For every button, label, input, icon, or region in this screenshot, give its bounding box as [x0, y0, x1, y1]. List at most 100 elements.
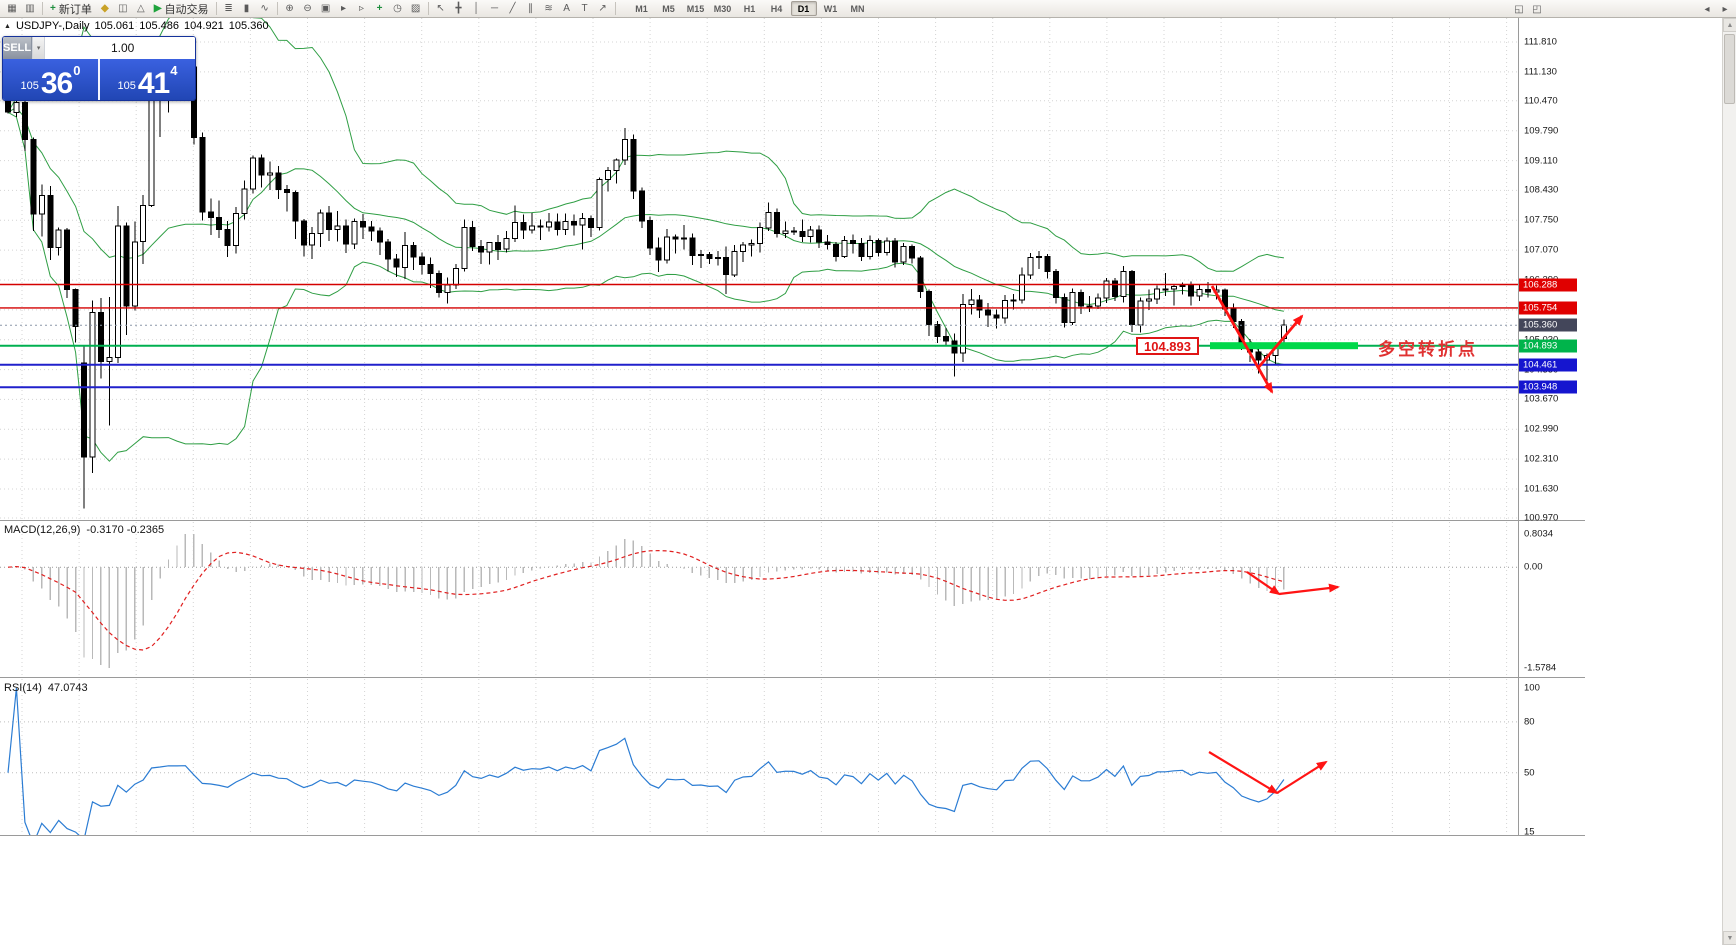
timeframe-m15-button[interactable]: M15 [683, 1, 709, 16]
rsi-axis-label: 80 [1524, 716, 1535, 728]
horizontal-line-icon[interactable]: ─ [486, 1, 504, 17]
auto-scroll-icon[interactable]: ▸ [335, 1, 353, 17]
rsi-indicator-chart[interactable] [0, 679, 1518, 835]
timeframe-h4-button[interactable]: H4 [764, 1, 790, 16]
chart-info-line: ▲ USDJPY-,Daily 105.061 105.486 104.921 … [4, 20, 269, 32]
profiles-icon[interactable]: ▥ [21, 1, 39, 17]
price-tick-label: 109.110 [1524, 155, 1558, 167]
toolbar-separator [614, 2, 616, 15]
navigator-icon[interactable]: △ [132, 1, 150, 17]
trade-panel-toggle-icon[interactable]: ▲ [4, 22, 11, 30]
sell-price-display[interactable]: 105 36 0 [3, 59, 98, 100]
new-chart-icon[interactable]: ▦ [3, 1, 21, 17]
window-separator[interactable] [0, 677, 1585, 678]
metaeditor-icon[interactable]: ◆ [96, 1, 114, 17]
chart-title: USDJPY-,Daily [15, 20, 90, 32]
toolbar-scroll-right-icon[interactable]: ▸ [1716, 1, 1734, 17]
timeframe-m5-button[interactable]: M5 [656, 1, 682, 16]
price-tick-label: 107.070 [1524, 244, 1559, 256]
candlestick-series [5, 46, 1287, 509]
price-level-badge: 106.288 [1519, 278, 1577, 291]
toolbar-overflow-icons: ◂ ▸ [1698, 1, 1734, 17]
auto-scroll-icon: ▸ [341, 3, 347, 14]
rsi-value: 47.0743 [47, 682, 88, 694]
timeframe-mn-button[interactable]: MN [845, 1, 871, 16]
rsi-axis-label: 50 [1524, 767, 1535, 779]
arrows-tool-icon: ↗ [598, 3, 607, 14]
toolbar-scroll-left-icon[interactable]: ◂ [1698, 1, 1716, 17]
timeframe-w1-button[interactable]: W1 [818, 1, 844, 16]
price-level-badge: 103.948 [1519, 380, 1577, 394]
market-watch-icon[interactable]: ◫ [114, 1, 132, 17]
main-price-chart[interactable] [0, 18, 1518, 520]
periods-icon: ◷ [393, 3, 402, 14]
macd-indicator-chart[interactable] [0, 522, 1518, 677]
one-click-trading-panel: SELL ▾ ▴ BUY 105 36 0 105 41 4 [2, 36, 196, 101]
zoom-out-icon[interactable]: ⊖ [299, 1, 317, 17]
crosshair-icon[interactable]: ╋ [450, 1, 468, 17]
buy-price-point: 4 [170, 63, 178, 78]
fibonacci-icon[interactable]: ≋ [540, 1, 558, 17]
bar-chart-icon: ≣ [224, 3, 233, 14]
chart-shift-icon[interactable]: ▹ [353, 1, 371, 17]
turning-point-text[interactable]: 多空转折点 [1378, 340, 1478, 359]
buy-price-handle: 105 [117, 80, 136, 92]
volume-input[interactable] [45, 37, 195, 59]
time-axis[interactable]: 5 Feb 20205 Mar 202015 Mar 202024 Mar 20… [0, 836, 1585, 860]
text-icon[interactable]: A [558, 1, 576, 17]
scroll-down-icon[interactable]: ▼ [1723, 931, 1736, 945]
timeframe-bar: M1 M5 M15 M30 H1 H4 D1 W1 MN [629, 1, 871, 16]
channel-icon: ∥ [528, 3, 534, 14]
buy-price-display[interactable]: 105 41 4 [100, 59, 195, 100]
sell-price-pips: 36 [40, 67, 73, 101]
periods-icon[interactable]: ◷ [389, 1, 407, 17]
toolbar-window-icons: ◱ ◰ [1510, 1, 1546, 17]
channel-icon[interactable]: ∥ [522, 1, 540, 17]
cursor-icon: ↖ [436, 3, 445, 14]
toolbar-separator [276, 2, 278, 15]
price-tick-label: 110.470 [1524, 95, 1558, 107]
restore-window-icon[interactable]: ◰ [1528, 1, 1546, 17]
timeframe-m30-button[interactable]: M30 [710, 1, 736, 16]
zoom-in-icon[interactable]: ⊕ [281, 1, 299, 17]
arrows-tool-icon[interactable]: ↗ [594, 1, 612, 17]
zoom-in-icon: ⊕ [285, 3, 294, 14]
price-level-callout[interactable]: 104.893 [1136, 337, 1199, 355]
dock-window-icon[interactable]: ◱ [1510, 1, 1528, 17]
new-order-button-label: 新订单 [58, 3, 92, 16]
line-chart-icon[interactable]: ∿ [256, 1, 274, 17]
timeframe-d1-button[interactable]: D1 [790, 1, 817, 16]
window-separator[interactable] [0, 835, 1585, 836]
volume-decrease-button[interactable]: ▾ [32, 37, 46, 59]
new-order-button[interactable]: + 新订单 [46, 1, 96, 17]
cursor-icon[interactable]: ↖ [432, 1, 450, 17]
drawn-arrow [1278, 583, 1340, 596]
templates-icon[interactable]: ▨ [407, 1, 425, 17]
macd-values: -0.3170 -0.2365 [86, 524, 165, 536]
label-icon[interactable]: T [576, 1, 594, 17]
sell-button[interactable]: SELL [3, 37, 33, 59]
drawn-arrow [1208, 751, 1279, 795]
buy-price-pips: 41 [137, 67, 170, 101]
vertical-scrollbar[interactable]: ▲ ▼ [1722, 18, 1736, 945]
drawn-arrow [1256, 314, 1304, 369]
scrollbar-thumb[interactable] [1724, 34, 1735, 104]
price-tick-label: 111.810 [1524, 36, 1557, 48]
trendline-icon[interactable]: ╱ [504, 1, 522, 17]
scroll-up-icon[interactable]: ▲ [1723, 18, 1736, 32]
autotrading-button[interactable]: ▶ 自动交易 [150, 1, 213, 17]
price-level-badge: 104.893 [1519, 339, 1577, 353]
indicators-icon[interactable]: + [371, 1, 389, 17]
market-watch-icon: ◫ [118, 3, 128, 14]
tile-windows-icon[interactable]: ▣ [317, 1, 335, 17]
window-separator[interactable] [0, 520, 1585, 521]
price-level-badge: 105.360 [1519, 318, 1577, 332]
vertical-line-icon[interactable]: │ [468, 1, 486, 17]
timeframe-m1-button[interactable]: M1 [629, 1, 655, 16]
turning-point-highlight [1210, 342, 1358, 350]
candle-chart-icon[interactable]: ▮ [238, 1, 256, 17]
sell-price-handle: 105 [20, 80, 39, 92]
timeframe-h1-button[interactable]: H1 [737, 1, 763, 16]
bar-chart-icon[interactable]: ≣ [220, 1, 238, 17]
